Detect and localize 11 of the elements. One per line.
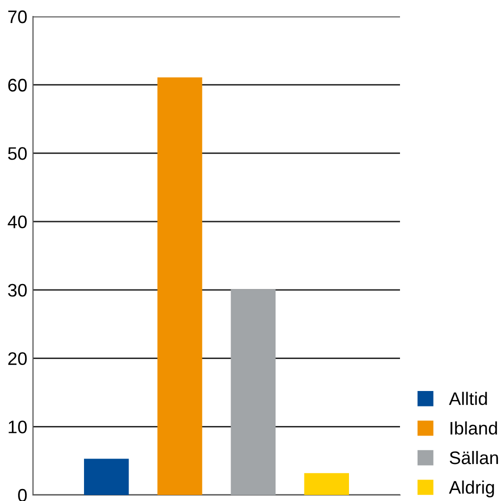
y-tick-label: 20 (8, 352, 27, 366)
y-tick-label: 70 (8, 10, 27, 24)
legend-label: Sällan (450, 450, 498, 464)
legend-label: Aldrig (448, 480, 494, 498)
y-tick-label: 40 (8, 216, 27, 228)
y-tick-label: 30 (8, 284, 27, 297)
y-tick-label: 50 (8, 147, 27, 160)
y-tick-label: 10 (8, 420, 27, 434)
y-tick-label: 60 (8, 78, 27, 92)
legend-label: Ibland (450, 421, 497, 435)
legend-label: Alltid (448, 392, 487, 406)
